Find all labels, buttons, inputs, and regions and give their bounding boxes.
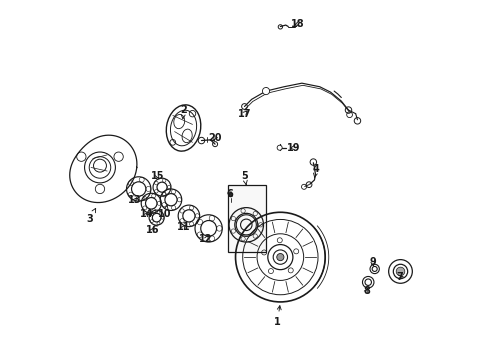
Text: 16: 16 — [145, 225, 159, 235]
Circle shape — [262, 87, 269, 95]
Text: 8: 8 — [362, 286, 369, 296]
Text: 4: 4 — [312, 164, 319, 177]
Text: 6: 6 — [226, 189, 233, 199]
Text: 13: 13 — [128, 195, 142, 205]
Text: 2: 2 — [180, 105, 186, 119]
Text: 9: 9 — [369, 257, 375, 267]
Text: 14: 14 — [140, 209, 153, 219]
Circle shape — [395, 267, 404, 276]
Text: 11: 11 — [177, 222, 190, 232]
Text: 15: 15 — [151, 171, 164, 181]
Text: 19: 19 — [286, 143, 300, 153]
Circle shape — [277, 145, 282, 150]
Text: 7: 7 — [396, 272, 403, 282]
Text: 10: 10 — [158, 205, 171, 219]
Text: 18: 18 — [290, 19, 304, 29]
Bar — [228, 185, 265, 252]
Text: 5: 5 — [241, 171, 247, 185]
Text: 17: 17 — [237, 109, 251, 119]
Circle shape — [276, 253, 284, 261]
Circle shape — [228, 193, 232, 197]
Text: 20: 20 — [208, 133, 222, 143]
Text: 3: 3 — [86, 208, 96, 224]
Text: 1: 1 — [274, 306, 281, 327]
Text: 12: 12 — [199, 234, 212, 244]
